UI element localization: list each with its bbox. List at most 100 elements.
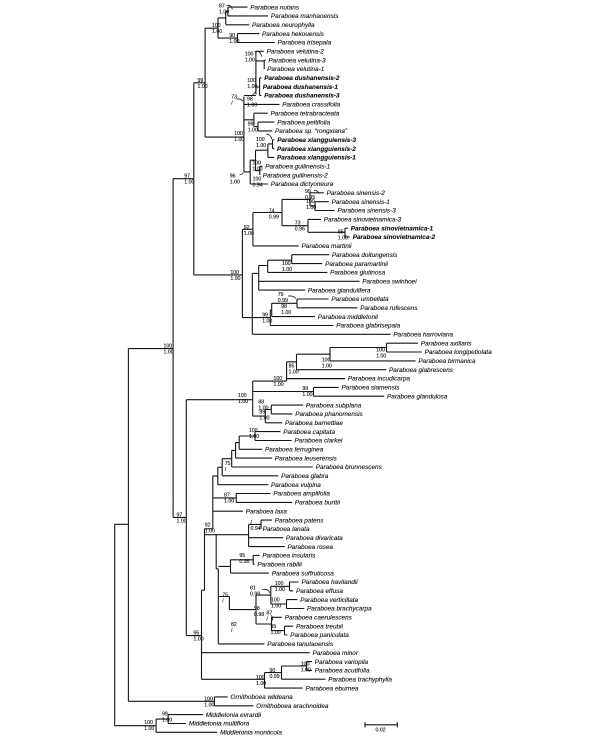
svg-text:Paraboea dushanensis-1: Paraboea dushanensis-1 (263, 84, 339, 91)
svg-text:Paraboea suffruticosa: Paraboea suffruticosa (272, 570, 335, 577)
svg-text:Paraboea rufescens: Paraboea rufescens (360, 305, 418, 312)
svg-text:99: 99 (198, 78, 204, 84)
svg-text:Paraboea sinovietnamica-3: Paraboea sinovietnamica-3 (324, 217, 402, 224)
svg-text:1.00: 1.00 (229, 39, 239, 45)
svg-text:Paraboea axillaris: Paraboea axillaris (421, 340, 473, 347)
svg-text:1.00: 1.00 (289, 370, 299, 376)
svg-text:Paraboea sinovietnamica-1: Paraboea sinovietnamica-1 (351, 225, 434, 232)
svg-text:Paraboea phanomensis: Paraboea phanomensis (295, 411, 363, 418)
svg-text:99: 99 (262, 313, 268, 319)
svg-text:95: 95 (194, 631, 200, 637)
svg-text:100: 100 (230, 270, 239, 276)
svg-text:Paraboea siamensis: Paraboea siamensis (342, 385, 401, 392)
svg-text:Paraboea xiangguiensis-1: Paraboea xiangguiensis-1 (277, 155, 356, 162)
svg-text:100: 100 (253, 177, 262, 183)
svg-text:85: 85 (289, 364, 295, 370)
svg-text:Middletonia evrardii: Middletonia evrardii (206, 712, 262, 719)
svg-text:Paraboea sinovietnamica-2: Paraboea sinovietnamica-2 (353, 234, 436, 241)
svg-text:99: 99 (248, 122, 254, 128)
svg-text:95: 95 (239, 553, 245, 559)
svg-text:100: 100 (249, 428, 258, 434)
svg-text:98: 98 (254, 606, 260, 612)
svg-text:1.00: 1.00 (252, 167, 262, 173)
svg-text:1.00: 1.00 (184, 180, 194, 186)
svg-text:0.99: 0.99 (278, 298, 288, 304)
svg-text:1.00: 1.00 (256, 681, 266, 687)
svg-text:100: 100 (322, 358, 331, 364)
svg-text:0.99: 0.99 (250, 591, 260, 597)
svg-text:100: 100 (376, 348, 385, 354)
svg-text:Paraboea velutina-1: Paraboea velutina-1 (267, 66, 325, 73)
svg-text:1.00: 1.00 (230, 180, 240, 186)
svg-text:1.00: 1.00 (162, 718, 172, 724)
svg-text:88: 88 (258, 400, 264, 406)
svg-text:73: 73 (295, 220, 301, 226)
svg-text:100: 100 (144, 720, 153, 726)
svg-text:Paraboea effusa: Paraboea effusa (296, 588, 343, 595)
svg-text:/: / (231, 101, 233, 107)
svg-text:Paraboea glutinosa: Paraboea glutinosa (330, 270, 386, 277)
svg-text:Paraboea dictyoneura: Paraboea dictyoneura (271, 181, 334, 188)
svg-text:Paraboea leuserensis: Paraboea leuserensis (275, 455, 338, 462)
svg-text:99: 99 (259, 410, 265, 416)
svg-text:1.00: 1.00 (376, 354, 386, 360)
svg-text:Paraboea barnettiae: Paraboea barnettiae (285, 420, 343, 427)
svg-text:Paraboea xiangguiensis-3: Paraboea xiangguiensis-3 (277, 137, 356, 144)
svg-text:Paraboea capitata: Paraboea capitata (283, 429, 335, 436)
svg-text:95: 95 (338, 230, 344, 236)
svg-text:Ornithoboea wildeana: Ornithoboea wildeana (231, 694, 294, 701)
svg-text:Paraboea trachyphylla: Paraboea trachyphylla (328, 676, 392, 683)
svg-text:1.00: 1.00 (212, 29, 222, 35)
svg-text:1.00: 1.00 (244, 231, 254, 237)
svg-text:Paraboea sp. “rongxiana”: Paraboea sp. “rongxiana” (275, 128, 348, 135)
svg-text:1.00: 1.00 (256, 143, 266, 149)
svg-text:Paraboea neurophylla: Paraboea neurophylla (252, 22, 315, 29)
svg-text:1.00: 1.00 (164, 350, 174, 356)
svg-text:0.98: 0.98 (254, 612, 264, 618)
svg-text:Middletonia multiflora: Middletonia multiflora (189, 721, 250, 728)
svg-text:Paraboea peltifolia: Paraboea peltifolia (277, 119, 330, 126)
svg-text:1.00: 1.00 (271, 630, 281, 636)
svg-text:99: 99 (302, 386, 308, 392)
svg-text:0.99: 0.99 (269, 214, 279, 220)
svg-text:Paraboea vulpina: Paraboea vulpina (271, 482, 321, 489)
svg-text:100: 100 (238, 393, 247, 399)
svg-text:100: 100 (306, 199, 315, 205)
svg-text:Paraboea rabilii: Paraboea rabilii (257, 562, 302, 569)
svg-text:Paraboea ferruginea: Paraboea ferruginea (265, 447, 324, 454)
svg-text:Paraboea paramartinii: Paraboea paramartinii (325, 261, 388, 268)
svg-text:/: / (225, 467, 227, 473)
svg-text:0.95: 0.95 (239, 559, 249, 565)
svg-text:0.95: 0.95 (305, 195, 315, 201)
svg-text:1.00: 1.00 (302, 392, 312, 398)
svg-text:0.94: 0.94 (251, 526, 261, 532)
svg-text:Paraboea lanata: Paraboea lanata (263, 526, 310, 533)
svg-text:1.00: 1.00 (194, 637, 204, 643)
svg-text:1.00: 1.00 (306, 205, 316, 211)
svg-text:99: 99 (162, 712, 168, 718)
svg-text:/: / (251, 520, 253, 526)
svg-text:Paraboea sinensis-1: Paraboea sinensis-1 (332, 199, 391, 206)
svg-text:1.00: 1.00 (274, 382, 284, 388)
svg-text:1.00: 1.00 (219, 10, 229, 16)
svg-text:0.94: 0.94 (253, 183, 263, 189)
svg-text:87: 87 (224, 493, 230, 499)
svg-text:1.00: 1.00 (245, 58, 255, 64)
svg-text:100: 100 (301, 661, 310, 667)
svg-text:90: 90 (270, 668, 276, 674)
svg-text:Paraboea velutina-3: Paraboea velutina-3 (268, 57, 326, 64)
svg-text:Paraboea longipetiolata: Paraboea longipetiolata (425, 349, 493, 356)
svg-text:1.00: 1.00 (247, 84, 257, 90)
svg-text:100: 100 (252, 161, 261, 167)
svg-text:1.00: 1.00 (205, 529, 215, 535)
svg-text:81: 81 (250, 585, 256, 591)
svg-text:100: 100 (234, 131, 243, 137)
svg-text:Paraboea laxa: Paraboea laxa (246, 508, 288, 515)
svg-text:Paraboea variopila: Paraboea variopila (315, 659, 369, 666)
svg-text:1.00: 1.00 (338, 236, 348, 242)
svg-text:Paraboea dushanensis-3: Paraboea dushanensis-3 (264, 93, 340, 100)
svg-text:100: 100 (164, 344, 173, 350)
svg-text:Paraboea tetrabracteata: Paraboea tetrabracteata (271, 110, 340, 117)
svg-text:Paraboea tanutaoensis: Paraboea tanutaoensis (267, 641, 334, 648)
svg-text:Paraboea glandulosa: Paraboea glandulosa (387, 393, 448, 400)
